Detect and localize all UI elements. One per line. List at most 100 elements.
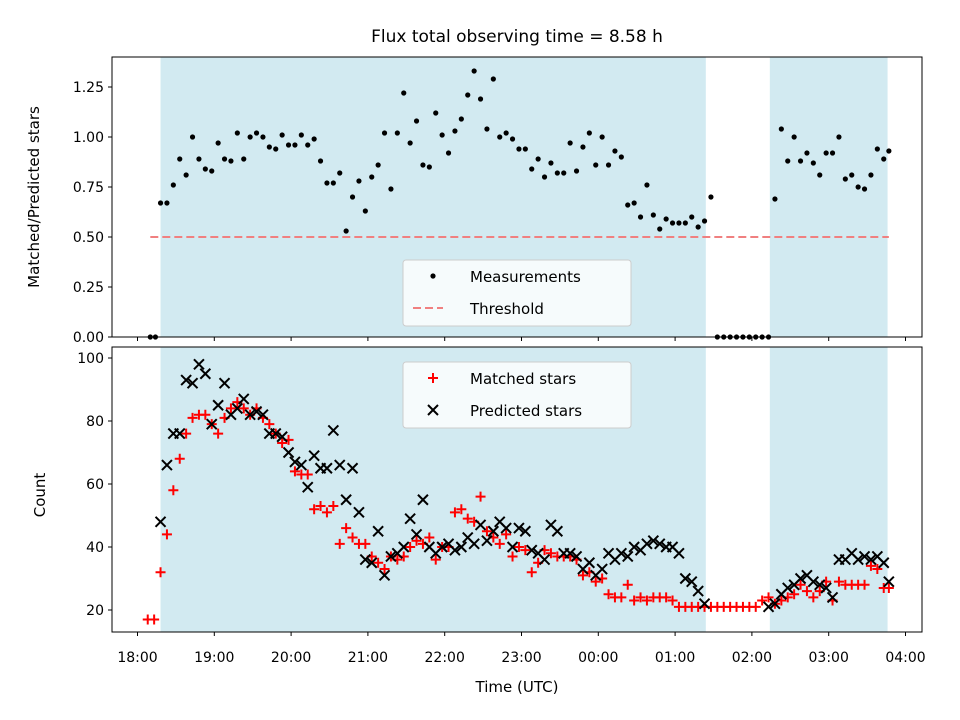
measurement-point [324,180,330,186]
matched-star-point [789,589,800,600]
x-tick-label: 21:00 [348,650,388,666]
legend-label: Predicted stars [470,402,582,420]
measurement-point [413,118,420,124]
matched-star-point [302,469,313,480]
predicted-star-point [321,462,333,474]
matched-star-point [155,567,166,578]
matched-star-point [629,595,640,606]
predicted-star-point [807,575,820,588]
predicted-star-point [628,541,640,553]
measurement-point [394,130,400,136]
measurement-point [497,134,503,140]
measurement-point [849,172,855,178]
measurement-point [663,216,669,222]
predicted-star-point [596,563,608,575]
predicted-stars-points [154,358,895,613]
measurement-point [548,160,554,166]
x-tick-label: 19:00 [194,650,234,666]
measurement-point [625,202,631,208]
predicted-star-point [378,569,391,582]
predicted-star-point [583,557,596,569]
predicted-star-point [398,541,410,553]
measurement-point [157,200,164,206]
x-tick-label: 23:00 [501,650,541,666]
measurement-point [471,68,477,74]
measurement-point [829,150,836,156]
predicted-star-point [481,534,493,547]
measurement-point [861,186,868,192]
predicted-star-point [570,550,583,563]
measurement-point [637,214,644,220]
measurement-point [356,178,362,184]
top-y-ticks: 0.00 0.25 0.50 0.75 1.00 1.25 [73,80,112,346]
measurement-point [439,132,445,138]
observing-window-shade [769,57,888,337]
predicted-star-point [878,557,890,569]
measurement-point [701,218,708,224]
predicted-star-point [289,456,301,468]
predicted-star-point [436,541,448,553]
measurement-point [311,136,317,142]
predicted-star-point [449,544,461,556]
y-tick-label: 40 [86,540,104,556]
predicted-star-point [506,541,519,553]
matched-star-point [277,438,288,449]
measurement-point [689,214,695,220]
matched-star-point [667,595,678,606]
matched-star-point [808,592,819,603]
matched-star-point [379,564,390,575]
measurement-point [260,134,266,140]
y-tick-label: 1.25 [73,80,104,96]
matched-star-point [526,567,537,578]
matched-star-point [149,614,160,625]
predicted-star-point [302,481,314,493]
matched-star-point [462,513,473,524]
measurement-point [541,174,548,180]
bottom-legend: Matched stars Predicted stars [402,361,632,429]
matched-star-point [545,548,556,559]
measurement-point [228,158,234,164]
x-tick-label: 01:00 [655,650,695,666]
measurement-point [881,156,887,162]
matched-star-point [405,542,416,552]
predicted-star-point [270,427,282,440]
predicted-star-point [372,525,384,537]
x-tick-label: 20:00 [271,650,311,666]
predicted-star-point [154,516,167,528]
matched-star-point [456,504,467,515]
y-tick-label: 0.25 [73,280,104,296]
measurement-point [810,160,816,166]
y-tick-label: 0.00 [73,330,104,346]
matched-star-point [757,595,768,606]
matched-star-point [411,535,422,546]
predicted-star-point [417,494,429,506]
predicted-star-point [244,408,256,421]
matched-star-point [430,554,441,565]
bottom-panel: 20 40 60 80 100 18:00 19:00 20:00 21:00 22:00 23:… [31,346,926,696]
measurement-point [215,140,221,146]
measurement-point [369,174,375,180]
measurement-point [612,148,618,154]
predicted-star-point [769,597,781,610]
y-tick-label: 100 [77,351,104,367]
measurement-point [509,136,516,142]
predicted-star-point [340,494,352,506]
matched-star-point [168,485,179,496]
bottom-x-ticks: 18:00 19:00 20:00 21:00 22:00 23:00 00:00 01:00… [117,632,926,666]
matched-star-point [883,582,894,593]
measurement-point [554,170,560,176]
matched-star-point [801,586,812,597]
matched-star-point [590,576,601,587]
matched-star-point [200,409,211,420]
matched-star-point [213,428,224,439]
matched-star-point [507,551,518,562]
y-tick-label: 20 [86,603,104,619]
measurement-point [695,224,701,230]
measurement-point [823,150,829,156]
measurement-point [644,182,650,188]
measurement-point [567,140,573,146]
measurement-point [458,116,464,122]
predicted-star-point [526,544,538,556]
measurement-point [874,146,880,152]
